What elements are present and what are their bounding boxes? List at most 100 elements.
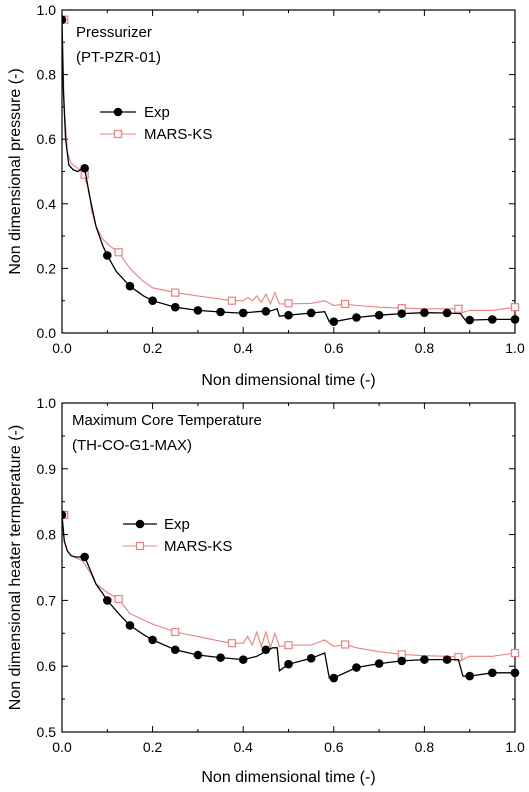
y-axis-label: Non dimensional heater termperature (-) [7,425,24,710]
data-point [329,673,339,683]
data-point [510,668,520,678]
data-point [374,310,384,320]
data-point [125,621,135,630]
data-point [284,310,293,320]
data-point [306,654,316,663]
legend: Exp MARS-KS [123,516,232,555]
data-point [62,510,67,520]
data-point [261,645,271,655]
data-point [454,304,463,313]
series-exp [62,15,520,326]
data-point [488,668,497,678]
series-exp [62,510,520,683]
data-point [148,635,157,645]
data-point [341,299,350,309]
data-point [238,655,248,664]
x-tick-label: 0.4 [233,739,253,755]
x-tick-label: 0.6 [324,739,344,755]
x-axis-label: Non dimensional time (-) [201,769,375,786]
x-tick-label: 0.6 [324,340,344,356]
chart-2: 0.0 0.2 0.4 0.6 0.8 1.0 0.5 0.6 0.7 0.8 0.9 1.0 Non … [7,395,525,786]
y-tick-label: 0.0 [37,325,57,341]
x-tick-label: 0.4 [233,340,253,356]
data-point [465,315,475,325]
data-point [148,296,157,306]
legend-marker [135,541,145,551]
legend-marker [113,129,123,139]
data-point [397,656,407,666]
data-point [397,309,407,318]
y-tick-label: 0.8 [37,67,57,83]
data-point [420,308,429,317]
y-tick-label: 0.2 [37,260,57,276]
data-point [103,251,112,260]
chart-annotation: Pressurizer [76,24,152,41]
data-point [488,315,497,324]
legend-marker [135,519,145,529]
series-line [62,514,516,662]
x-tick-label: 0.8 [415,739,435,755]
data-point [216,307,225,317]
series-mars-ks [62,510,520,662]
data-point [238,308,248,318]
data-point [284,641,293,650]
data-point [329,317,339,326]
data-point [284,659,293,669]
data-point [216,653,225,662]
chart-annotation: (TH-CO-G1-MAX) [72,437,192,454]
data-point [114,594,123,604]
legend-marker [113,107,123,117]
x-tick-label: 0.2 [143,340,163,356]
y-tick-label: 0.6 [37,131,57,147]
chart-annotation: Maximum Core Temperature [72,412,262,429]
chart-annotation: (PT-PZR-01) [76,49,161,66]
x-tick-label: 1.0 [505,340,525,356]
data-point [442,655,452,664]
data-point [352,663,361,672]
y-tick-label: 0.9 [37,461,57,477]
chart-1: 0.0 0.2 0.4 0.6 0.8 1.0 0.0 0.2 0.4 0.6 0.8 1.0 Non … [7,2,525,389]
data-point [171,627,180,637]
data-point [193,650,203,660]
data-point [125,281,135,291]
legend: Exp MARS-KS [100,104,212,143]
data-point [510,303,520,312]
legend-label: MARS-KS [164,538,232,555]
y-tick-label: 0.6 [37,658,57,674]
data-point [374,659,384,668]
legend-label: MARS-KS [144,126,212,143]
data-point [442,308,452,318]
data-point [170,645,180,655]
x-tick-label: 0.0 [52,739,72,755]
plot-area [62,510,520,683]
data-point [420,655,429,664]
series-line [62,514,515,679]
data-point [80,163,89,173]
y-tick-label: 0.4 [37,196,57,212]
data-point [227,639,236,648]
y-tick-label: 1.0 [37,2,57,18]
data-point [80,552,89,562]
y-tick-label: 0.7 [37,592,57,608]
data-point [465,671,475,681]
data-point [114,248,123,257]
x-tick-label: 0.8 [415,340,435,356]
data-point [284,299,293,308]
y-tick-label: 0.8 [37,527,57,543]
data-point [306,308,316,318]
data-point [261,307,271,316]
data-point [193,306,203,315]
series-mars-ks [62,15,520,314]
data-point [62,15,67,24]
y-axis-label: Non dimensional pressure (-) [7,68,24,274]
data-point [341,640,350,649]
data-point [171,288,180,297]
y-tick-label: 0.5 [37,724,57,740]
data-point [227,296,236,305]
data-point [103,596,112,605]
plot-area [62,15,520,326]
x-tick-label: 1.0 [505,739,525,755]
data-point [352,313,361,322]
legend-label: Exp [164,516,190,533]
